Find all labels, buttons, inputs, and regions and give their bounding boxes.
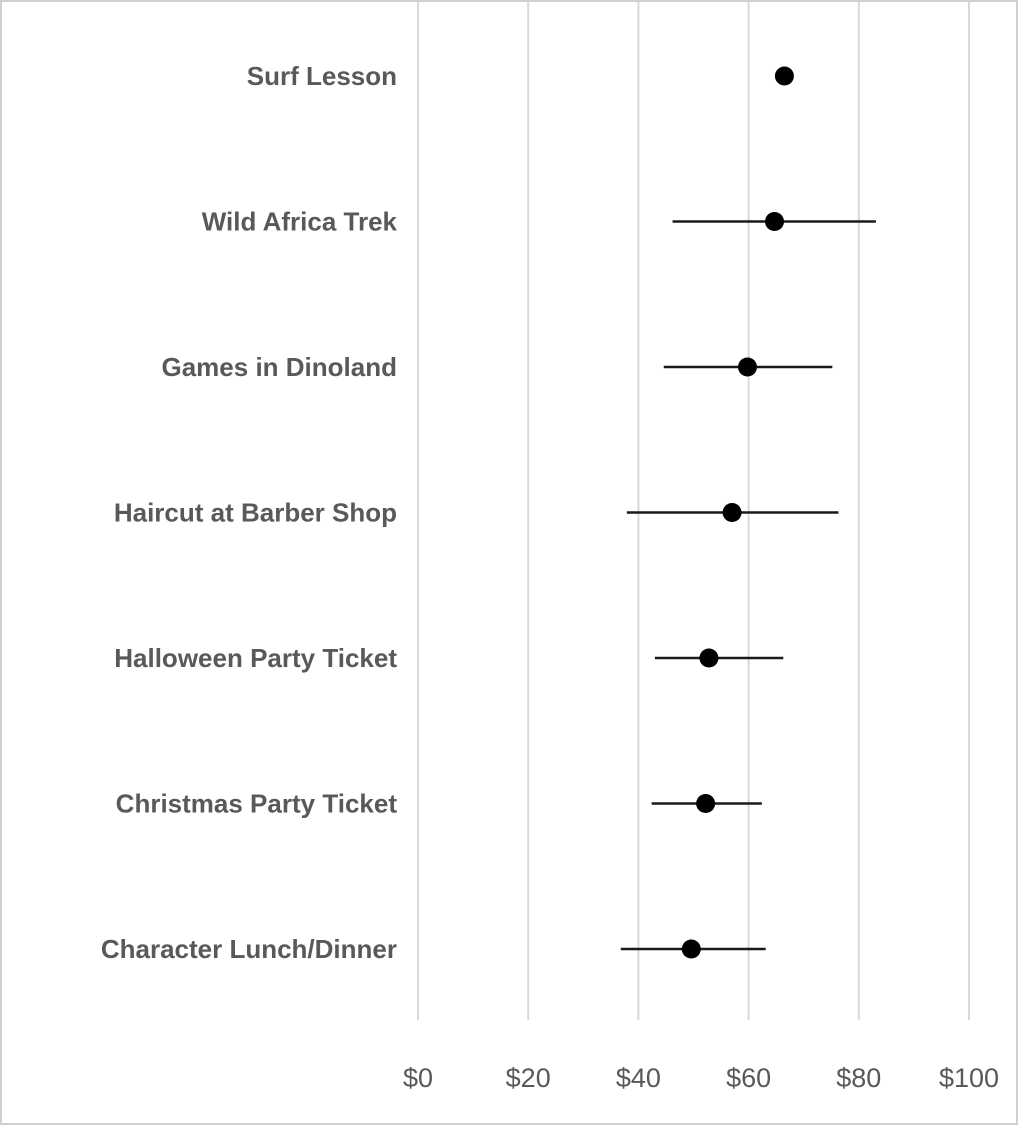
data-point [681,939,701,959]
data-point [774,66,794,86]
x-tick-label: $100 [939,1063,999,1093]
data-point [764,212,784,231]
data-point [696,794,716,813]
category-label: Christmas Party Ticket [116,789,398,819]
category-label: Games in Dinoland [162,352,398,382]
category-labels: Surf Lesson Wild Africa Trek Games in Dino… [101,61,398,964]
category-label: Character Lunch/Dinner [101,934,397,964]
gridlines [417,2,970,1020]
category-label: Haircut at Barber Shop [114,498,397,528]
category-label: Surf Lesson [247,61,397,91]
data-point [737,357,757,377]
x-tick-label: $40 [616,1063,661,1093]
category-label: Halloween Party Ticket [114,643,397,673]
x-tick-label: $60 [726,1063,771,1093]
category-label: Wild Africa Trek [202,207,398,237]
data-points [681,66,794,959]
data-point [699,648,719,668]
x-tick-labels: $0 $20 $40 $60 $80 $100 [403,1063,999,1093]
x-tick-label: $80 [836,1063,881,1093]
x-tick-label: $20 [506,1063,551,1093]
data-point [722,503,742,522]
x-tick-label: $0 [403,1063,433,1093]
